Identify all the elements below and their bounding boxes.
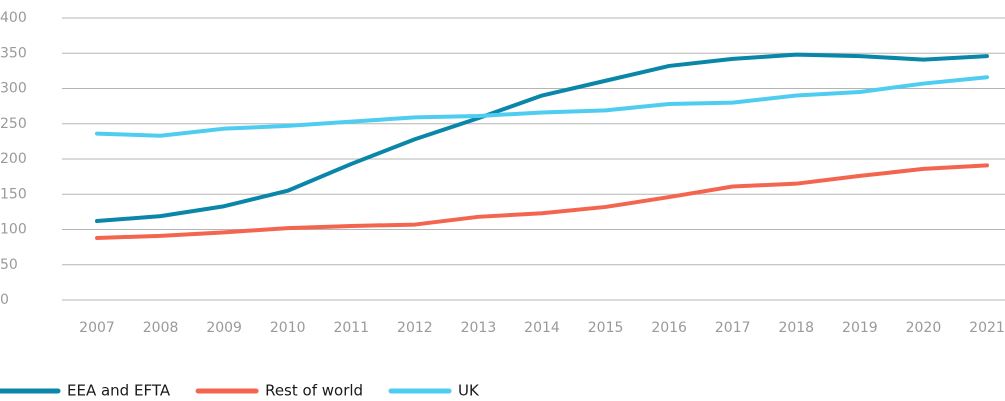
y-tick-label: 200 xyxy=(0,151,27,167)
x-tick-label: 2008 xyxy=(143,320,179,336)
x-tick-label: 2020 xyxy=(906,320,942,336)
legend-label: EEA and EFTA xyxy=(67,382,171,400)
x-tick-label: 2014 xyxy=(524,320,560,336)
x-tick-label: 2017 xyxy=(715,320,751,336)
y-tick-label: 0 xyxy=(0,292,9,308)
x-tick-label: 2016 xyxy=(651,320,687,336)
y-tick-label: 400 xyxy=(0,10,27,26)
legend-label: Rest of world xyxy=(265,382,363,400)
x-tick-label: 2021 xyxy=(969,320,1005,336)
y-tick-label: 150 xyxy=(0,186,27,202)
x-tick-label: 2018 xyxy=(778,320,814,336)
x-tick-label: 2013 xyxy=(461,320,497,336)
legend-label: UK xyxy=(458,382,480,400)
x-tick-label: 2019 xyxy=(842,320,878,336)
series-line xyxy=(95,75,989,138)
y-tick-label: 50 xyxy=(0,257,18,273)
x-tick-label: 2015 xyxy=(588,320,624,336)
x-tick-label: 2012 xyxy=(397,320,433,336)
series-line xyxy=(95,52,989,224)
x-tick-label: 2007 xyxy=(79,320,115,336)
x-tick-label: 2009 xyxy=(206,320,242,336)
y-tick-label: 250 xyxy=(0,116,27,132)
y-tick-label: 100 xyxy=(0,222,27,238)
y-tick-label: 350 xyxy=(0,45,27,61)
series-line xyxy=(95,163,989,240)
y-tick-label: 300 xyxy=(0,81,27,97)
x-tick-label: 2010 xyxy=(270,320,306,336)
x-tick-label: 2011 xyxy=(333,320,369,336)
